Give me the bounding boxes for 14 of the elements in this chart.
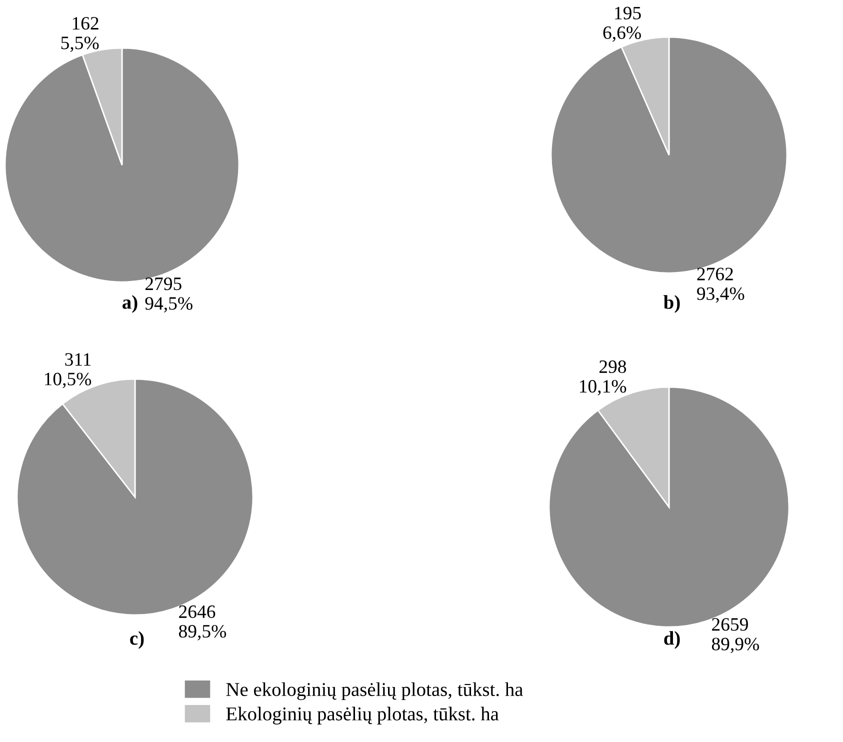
text: a) (122, 295, 138, 313)
data-label: 298 10,1% (580, 360, 626, 396)
text: c) (130, 631, 144, 649)
data-label: 2795 94,5% (145, 278, 192, 312)
data-label: 2762 93,4% (697, 268, 744, 303)
text: d) (664, 631, 680, 649)
legend-label: Ne ekologinių pasėlių plotas, tūkst. ha (226, 682, 523, 700)
data-label: 2646 89,5% (178, 605, 226, 640)
data-label: 2659 89,9% (712, 618, 760, 654)
data-label: 162 5,5% (61, 17, 99, 52)
text: b) (664, 295, 680, 313)
data-label: 311 10,5% (44, 353, 92, 388)
data-label: 195 6,6% (603, 6, 641, 42)
legend-label: Ekologinių pasėlių plotas, tūkst. ha (226, 706, 499, 724)
